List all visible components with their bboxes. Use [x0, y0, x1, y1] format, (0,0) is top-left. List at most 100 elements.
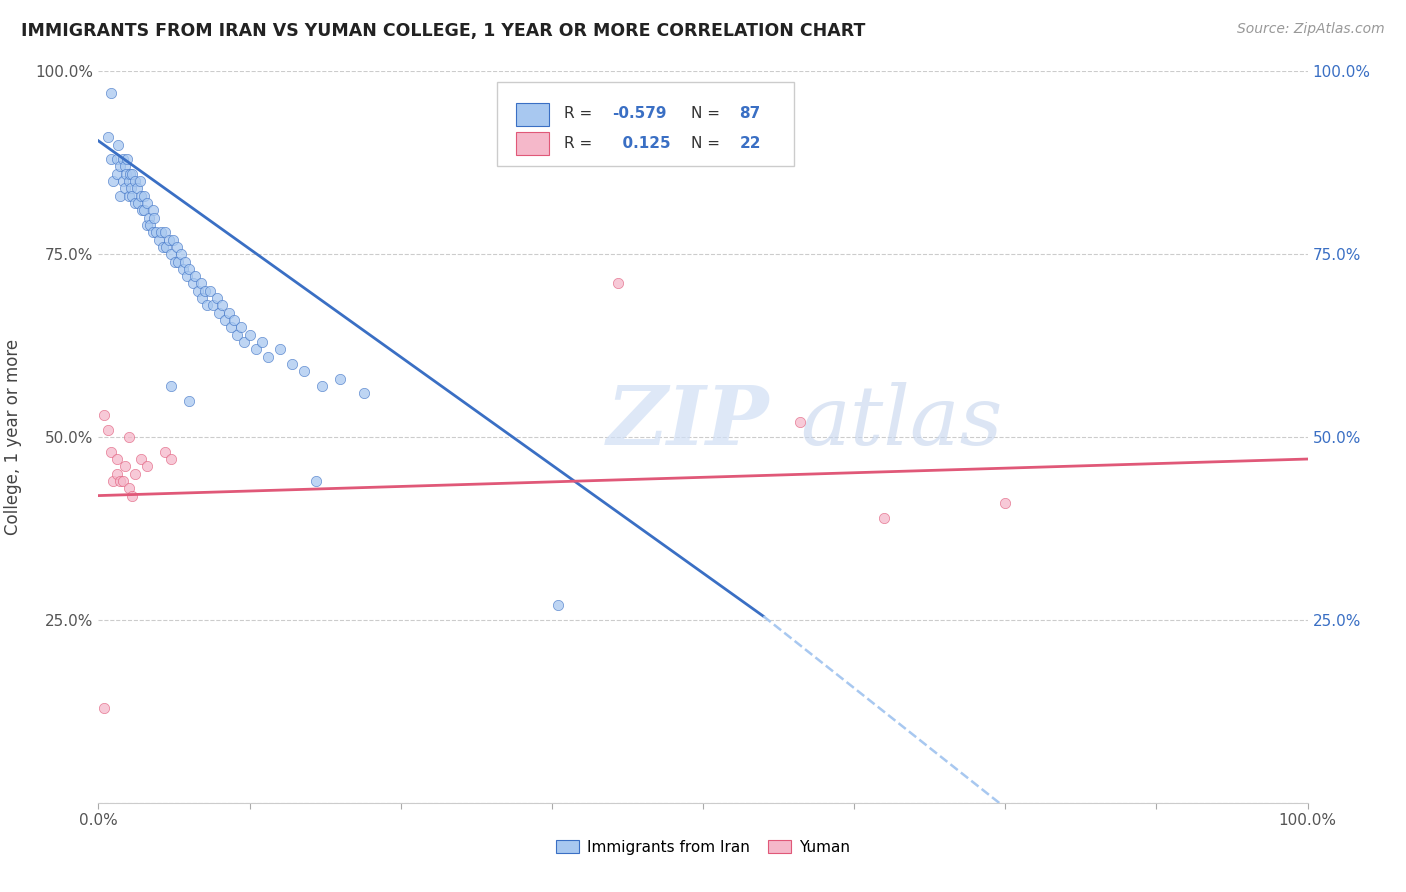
Point	[187, 284, 209, 298]
Point	[124, 174, 146, 188]
Point	[174, 254, 197, 268]
Point	[184, 269, 207, 284]
Point	[329, 371, 352, 385]
Point	[120, 181, 142, 195]
Point	[229, 320, 252, 334]
Point	[179, 261, 201, 276]
Point	[167, 254, 190, 268]
Bar	[516, 132, 550, 155]
Point	[111, 174, 134, 188]
Point	[269, 343, 291, 357]
Point	[153, 225, 176, 239]
Point	[129, 188, 152, 202]
Point	[191, 291, 214, 305]
Text: ZIP: ZIP	[606, 383, 769, 462]
Text: -0.579: -0.579	[613, 106, 666, 121]
Text: 87: 87	[740, 106, 761, 121]
Point	[152, 240, 174, 254]
Point	[181, 277, 204, 291]
Point	[121, 167, 143, 181]
Point	[145, 225, 167, 239]
Point	[131, 203, 153, 218]
Point	[143, 211, 166, 225]
Point	[101, 474, 124, 488]
Point	[100, 444, 122, 458]
Point	[118, 167, 141, 181]
Point	[281, 357, 304, 371]
Point	[218, 306, 240, 320]
Point	[607, 277, 630, 291]
Bar	[516, 103, 550, 127]
Text: R =: R =	[564, 106, 598, 121]
Point	[105, 467, 128, 481]
Point	[105, 167, 128, 181]
Point	[239, 327, 262, 342]
Point	[111, 152, 134, 166]
Point	[547, 599, 569, 613]
Point	[124, 196, 146, 211]
Text: IMMIGRANTS FROM IRAN VS YUMAN COLLEGE, 1 YEAR OR MORE CORRELATION CHART: IMMIGRANTS FROM IRAN VS YUMAN COLLEGE, 1…	[21, 22, 866, 40]
Point	[100, 152, 122, 166]
Point	[129, 452, 152, 467]
Point	[160, 452, 183, 467]
Text: N =: N =	[690, 136, 724, 152]
Text: N =: N =	[690, 106, 724, 121]
Point	[108, 160, 131, 174]
FancyBboxPatch shape	[498, 82, 793, 167]
Point	[105, 152, 128, 166]
Point	[172, 261, 194, 276]
Point	[245, 343, 267, 357]
Point	[202, 298, 225, 312]
Y-axis label: College, 1 year or more: College, 1 year or more	[4, 339, 21, 535]
Point	[114, 181, 136, 195]
Point	[139, 218, 162, 232]
Point	[153, 444, 176, 458]
Point	[162, 233, 184, 247]
Point	[166, 240, 188, 254]
Point	[138, 211, 160, 225]
Point	[118, 430, 141, 444]
Text: Source: ZipAtlas.com: Source: ZipAtlas.com	[1237, 22, 1385, 37]
Point	[211, 298, 233, 312]
Point	[111, 474, 134, 488]
Text: R =: R =	[564, 136, 598, 152]
Point	[100, 87, 122, 101]
Legend: Immigrants from Iran, Yuman: Immigrants from Iran, Yuman	[550, 834, 856, 861]
Point	[97, 130, 120, 145]
Point	[198, 284, 221, 298]
Point	[256, 350, 278, 364]
Point	[93, 408, 115, 422]
Point	[221, 320, 243, 334]
Point	[107, 137, 129, 152]
Point	[134, 203, 156, 218]
Point	[155, 240, 177, 254]
Point	[108, 474, 131, 488]
Point	[135, 218, 157, 232]
Point	[148, 233, 170, 247]
Point	[101, 174, 124, 188]
Point	[135, 459, 157, 474]
Point	[114, 160, 136, 174]
Point	[150, 225, 173, 239]
Point	[305, 474, 328, 488]
Point	[179, 393, 201, 408]
Point	[118, 174, 141, 188]
Point	[115, 167, 138, 181]
Point	[311, 379, 333, 393]
Point	[93, 700, 115, 714]
Point	[222, 313, 245, 327]
Point	[789, 416, 811, 430]
Point	[128, 174, 150, 188]
Point	[214, 313, 236, 327]
Point	[873, 510, 896, 524]
Point	[134, 188, 156, 202]
Point	[117, 152, 139, 166]
Text: 22: 22	[740, 136, 761, 152]
Point	[190, 277, 212, 291]
Point	[169, 247, 191, 261]
Point	[127, 196, 149, 211]
Point	[118, 481, 141, 495]
Point	[994, 496, 1017, 510]
Point	[114, 459, 136, 474]
Point	[105, 452, 128, 467]
